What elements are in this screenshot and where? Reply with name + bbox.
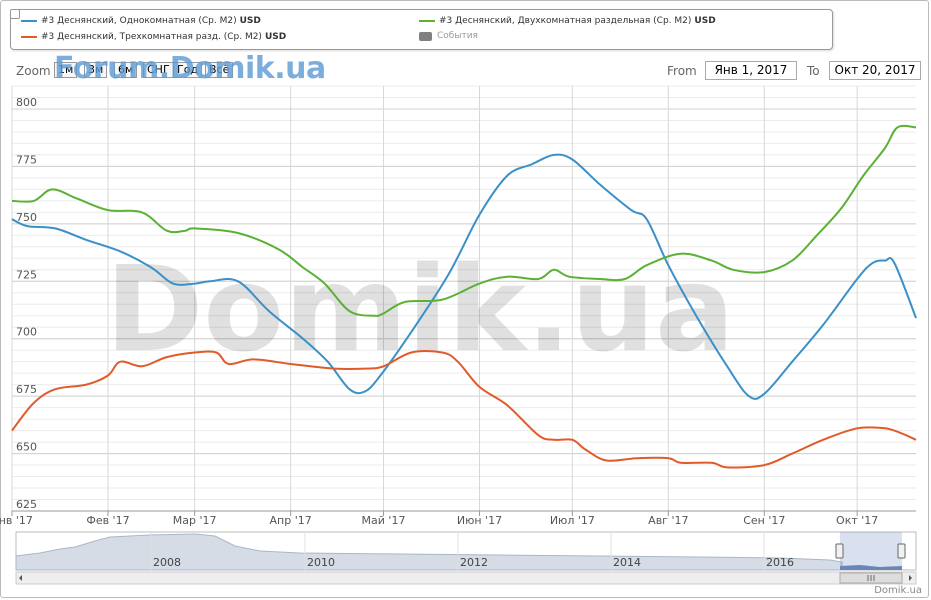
range-from-label: From bbox=[667, 64, 697, 78]
center-watermark: Domik.ua bbox=[105, 240, 734, 378]
legend-label-series3: #3 Деснянский, Трехкомнатная разд. (Ср. … bbox=[41, 32, 262, 42]
y-tick-label: 775 bbox=[16, 153, 37, 166]
x-tick-label: Июн '17 bbox=[457, 514, 502, 527]
y-tick-label: 750 bbox=[16, 211, 37, 224]
zoom-button-1m[interactable]: 1м bbox=[54, 62, 78, 78]
series-line-1 bbox=[11, 153, 917, 400]
navigator-selection bbox=[840, 532, 902, 570]
legend-label-series1: #3 Деснянский, Однокомнатная (Ср. М2) bbox=[41, 16, 237, 26]
navigator-area bbox=[15, 533, 843, 571]
forum-watermark: Forum.Domik.ua bbox=[54, 51, 326, 86]
series-line-3 bbox=[11, 350, 917, 469]
navigator-selection-area bbox=[840, 565, 902, 570]
legend-unit-series3: USD bbox=[264, 32, 287, 42]
scrollbar-grip-icon bbox=[867, 575, 875, 581]
navigator-handle-left bbox=[835, 543, 844, 559]
scrollbar-right-arrow-icon bbox=[909, 575, 912, 581]
legend-swatch-series1 bbox=[21, 20, 37, 22]
y-tick-label: 625 bbox=[16, 498, 37, 511]
range-to-label: To bbox=[807, 64, 820, 78]
navigator-handle-right bbox=[897, 543, 906, 559]
y-tick-label: 800 bbox=[16, 96, 37, 109]
y-tick-label: 700 bbox=[16, 326, 37, 339]
y-tick-label: 650 bbox=[16, 441, 37, 454]
navigator-year-label: 2010 bbox=[307, 556, 335, 569]
zoom-button-year[interactable]: Год bbox=[173, 62, 203, 78]
zoom-label: Zoom bbox=[16, 64, 51, 78]
scrollbar-left-arrow-icon bbox=[19, 575, 22, 581]
legend-swatch-events bbox=[419, 31, 432, 41]
y-tick-label: 725 bbox=[16, 268, 37, 281]
legend-item-series1[interactable]: #3 Деснянский, Однокомнатная (Ср. М2) US… bbox=[21, 16, 261, 26]
y-tick-label: 675 bbox=[16, 383, 37, 396]
x-tick-label: Сен '17 bbox=[743, 514, 785, 527]
range-from-input[interactable]: Янв 1, 2017 bbox=[705, 61, 797, 80]
legend-unit-series2: USD bbox=[694, 16, 716, 26]
legend-unit-series1: USD bbox=[239, 16, 261, 26]
x-tick-label: Янв '17 bbox=[0, 514, 33, 527]
legend-item-series2[interactable]: #3 Деснянский, Двухкомнатная раздельная … bbox=[419, 16, 716, 26]
legend-swatch-series2 bbox=[419, 20, 435, 22]
zoom-button-6m[interactable]: 6м bbox=[114, 62, 138, 78]
navigator-year-label: 2016 bbox=[766, 556, 794, 569]
x-tick-label: Фев '17 bbox=[86, 514, 129, 527]
range-to-input[interactable]: Окт 20, 2017 bbox=[829, 61, 921, 80]
credit-link[interactable]: Domik.ua bbox=[874, 585, 922, 596]
series-line-2 bbox=[11, 124, 917, 317]
legend: #3 Деснянский, Однокомнатная (Ср. М2) US… bbox=[10, 9, 833, 50]
x-tick-label: Окт '17 bbox=[836, 514, 878, 527]
legend-collapse-button[interactable] bbox=[10, 9, 20, 19]
x-tick-label: Июл '17 bbox=[550, 514, 595, 527]
legend-swatch-series3 bbox=[21, 36, 37, 38]
navigator-year-label: 2008 bbox=[153, 556, 181, 569]
scrollbar-track bbox=[15, 571, 917, 585]
x-tick-label: Мар '17 bbox=[173, 514, 217, 527]
x-tick-label: Май '17 bbox=[362, 514, 406, 527]
zoom-button-all[interactable]: Всё bbox=[205, 62, 234, 78]
x-tick-label: Апр '17 bbox=[270, 514, 312, 527]
navigator-year-label: 2012 bbox=[460, 556, 488, 569]
zoom-button-3m[interactable]: 3м bbox=[84, 62, 108, 78]
legend-item-series3[interactable]: #3 Деснянский, Трехкомнатная разд. (Ср. … bbox=[21, 32, 286, 42]
legend-item-events[interactable]: События bbox=[419, 31, 478, 41]
x-tick-label: Авг '17 bbox=[648, 514, 688, 527]
plot-area bbox=[12, 86, 916, 511]
legend-label-series2: #3 Деснянский, Двухкомнатная раздельная … bbox=[439, 16, 692, 26]
navigator-year-label: 2014 bbox=[613, 556, 641, 569]
legend-label-events: События bbox=[437, 31, 478, 41]
